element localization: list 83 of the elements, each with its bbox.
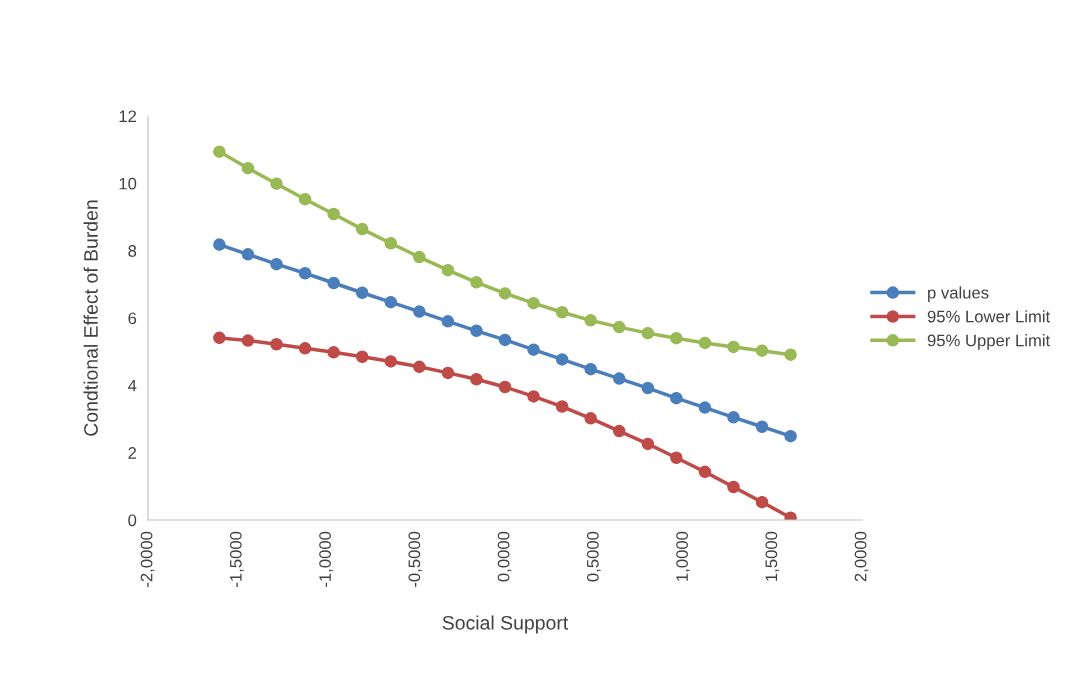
point: [470, 373, 483, 386]
point: [555, 353, 569, 366]
point: [612, 320, 626, 334]
point: [241, 334, 255, 347]
point: [384, 295, 398, 309]
point: [527, 390, 540, 403]
point: [498, 333, 512, 347]
point: [755, 420, 769, 433]
y-tick-label: 10: [119, 177, 137, 190]
point: [698, 465, 712, 479]
x-tick-label: 0,5000: [586, 531, 601, 582]
point: [213, 331, 226, 345]
point: [441, 263, 455, 277]
y-tick-label: 6: [128, 312, 137, 325]
point: [470, 276, 483, 289]
x-tick-label: -1,0000: [319, 531, 333, 587]
point: [727, 480, 740, 494]
y-axis-title: Condtional Effect of Burden: [83, 200, 98, 436]
x-tick-label: 1,0000: [676, 531, 690, 581]
point: [327, 276, 340, 290]
y-tick-label: 8: [128, 245, 137, 257]
point: [612, 424, 626, 438]
point: [384, 355, 398, 368]
point: [498, 380, 512, 394]
point: [441, 366, 455, 380]
x-tick-label: -1,5000: [229, 531, 244, 587]
y-tick-label: 0: [128, 514, 137, 527]
point: [755, 344, 769, 357]
x-tick-label: -2,0000: [140, 531, 155, 587]
point: [298, 266, 312, 280]
point: [384, 237, 398, 250]
y-tick-label: 12: [119, 110, 137, 123]
point: [355, 222, 369, 236]
y-tick-label: 4: [128, 379, 137, 392]
point: [413, 360, 426, 374]
y-tick-label: 2: [128, 447, 137, 459]
x-tick-label: -0,5000: [408, 531, 423, 587]
point: [584, 314, 597, 327]
point: [355, 286, 369, 300]
point: [612, 372, 626, 385]
x-axis-title: Social Support: [442, 615, 569, 634]
point: [241, 248, 255, 261]
point: [784, 429, 797, 443]
legend-label: 95% Lower Limit: [927, 310, 1051, 323]
point: [270, 338, 283, 351]
point: [270, 257, 283, 271]
point: [527, 296, 540, 310]
point: [470, 324, 483, 338]
point: [327, 207, 340, 221]
point: [270, 177, 283, 190]
point: [727, 411, 740, 424]
legend-label: 95% Upper Limit: [927, 334, 1051, 350]
point: [327, 346, 340, 359]
point: [641, 381, 655, 395]
point: [298, 342, 312, 355]
point: [355, 350, 369, 363]
point: [441, 315, 455, 328]
point: [727, 340, 740, 354]
point: [698, 401, 712, 414]
point: [670, 331, 683, 345]
point: [670, 391, 683, 405]
point: [784, 348, 797, 361]
point: [241, 161, 255, 175]
point: [213, 145, 226, 158]
point: [670, 451, 683, 464]
point: [584, 412, 597, 425]
x-tick-label: 0,0000: [497, 531, 512, 582]
point: [527, 343, 540, 356]
legend-label: p values: [928, 286, 989, 302]
point: [755, 495, 769, 509]
point: [498, 287, 512, 300]
x-tick-label: 1,5000: [765, 531, 780, 581]
point: [641, 437, 655, 451]
point: [641, 326, 655, 340]
point: [413, 305, 426, 318]
point: [555, 306, 569, 319]
point: [555, 400, 569, 413]
point: [213, 238, 226, 251]
point: [413, 250, 426, 264]
x-tick-label: 2,0000: [854, 531, 869, 582]
point: [698, 336, 712, 350]
point: [298, 192, 312, 206]
point: [584, 362, 597, 376]
